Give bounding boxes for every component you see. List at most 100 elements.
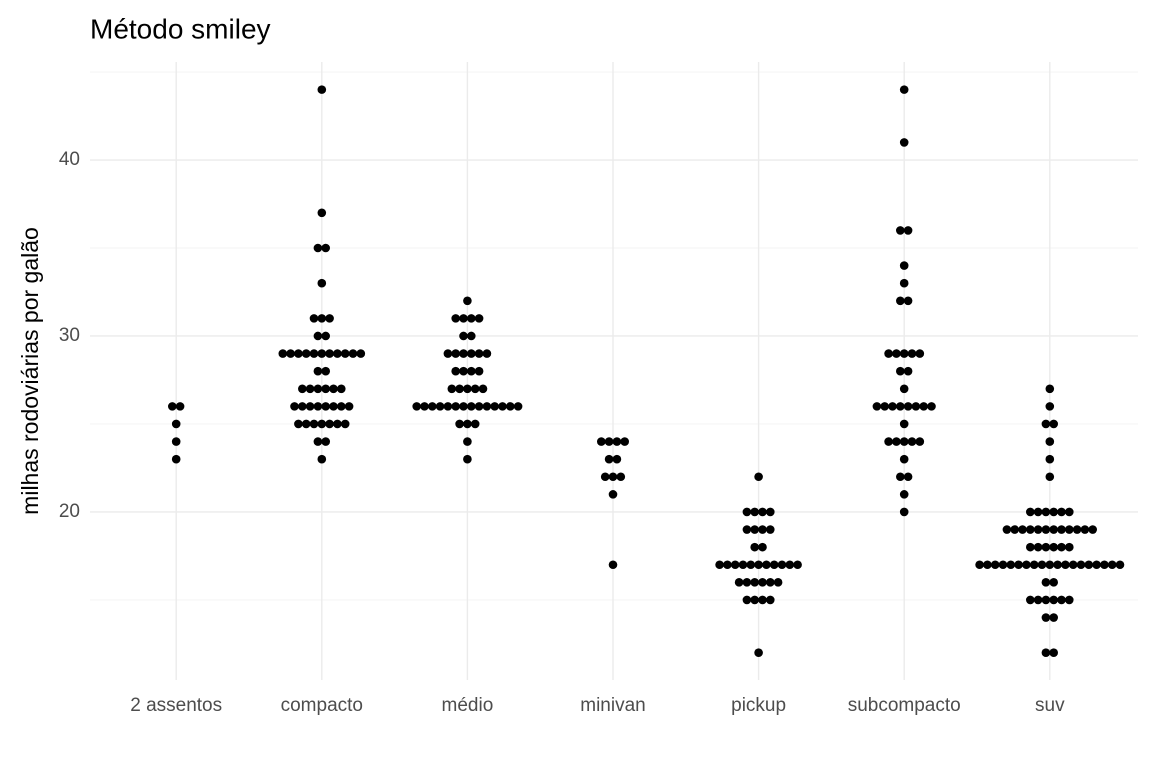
point [604,437,614,446]
x-tick-label: médio [442,695,494,716]
point [608,472,618,482]
point [746,560,756,570]
point [474,366,484,376]
point [1115,560,1125,570]
point [738,560,748,570]
x-tick-label: minivan [580,695,645,716]
point [474,314,484,323]
point [766,525,775,534]
point [1041,578,1051,587]
point [1053,560,1062,570]
point [168,402,177,411]
point [470,419,480,429]
point [1026,595,1035,605]
point [1092,560,1101,570]
y-tick-label: 20 [59,501,80,522]
point [171,419,181,429]
point [777,560,787,570]
point [612,454,622,464]
point [907,437,917,446]
point [612,437,622,446]
point [333,419,342,429]
point [313,366,323,376]
point [1065,595,1074,605]
point [478,384,488,394]
point [321,331,331,341]
point [758,507,767,517]
point [1033,507,1043,517]
point [1057,507,1066,517]
point [907,349,917,358]
x-tick-label: compacto [281,695,363,716]
point [1049,613,1058,622]
point [1049,542,1058,552]
point [769,560,779,570]
point [911,402,921,411]
point [435,402,445,411]
point [278,349,288,358]
point [305,384,315,394]
point [1033,595,1043,605]
point [884,437,893,446]
point [754,560,763,570]
point [990,560,1000,570]
point [447,384,457,394]
point [321,402,331,411]
point [892,349,901,358]
point [317,278,327,288]
point [1026,542,1035,552]
point [459,314,468,323]
point [459,366,468,376]
point [884,349,893,358]
point [428,402,437,411]
point [915,437,925,446]
point [459,349,468,358]
point [317,419,327,429]
point [608,560,618,570]
point [317,349,327,358]
point [321,366,331,376]
point [294,349,303,358]
point [451,402,461,411]
point [463,384,472,394]
point [1026,525,1035,534]
point [723,560,732,570]
point [715,560,724,570]
point [766,595,775,605]
point [1041,507,1051,517]
point [1049,595,1058,605]
point [1045,560,1055,570]
point [896,472,905,482]
point [750,595,759,605]
point [1029,560,1039,570]
point [513,402,523,411]
point [750,525,759,534]
point [766,578,775,587]
point [1045,472,1055,482]
x-tick-label: pickup [731,695,786,716]
point [340,349,350,358]
point [888,402,897,411]
point [1026,507,1035,517]
point [1080,525,1090,534]
y-tick-label: 30 [59,325,80,346]
point [356,349,366,358]
point [321,437,331,446]
point [899,454,909,464]
point [758,578,767,587]
point [313,384,323,394]
point [896,296,905,306]
point [872,402,882,411]
point [899,261,909,270]
point [919,402,928,411]
point [171,437,181,446]
point [317,85,327,94]
point [470,384,480,394]
point [412,402,422,411]
point [758,595,767,605]
point [333,349,342,358]
point [1057,542,1066,552]
point [1022,560,1031,570]
point [443,349,453,358]
point [309,349,319,358]
